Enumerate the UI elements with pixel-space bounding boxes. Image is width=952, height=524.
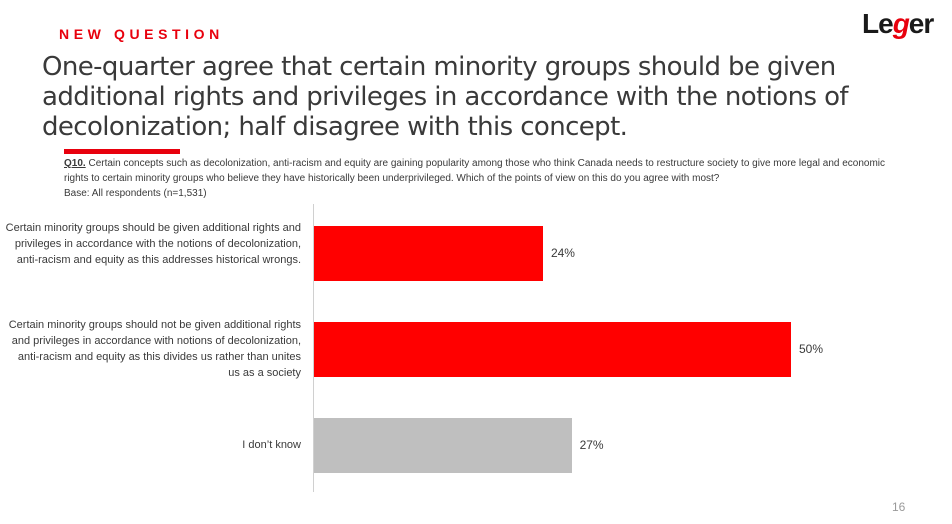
chart-axis-line (313, 204, 314, 492)
category-label-1: Certain minority groups should be given … (5, 222, 301, 266)
base-note: Base: All respondents (n=1,531) (64, 188, 207, 199)
value-label-dont-know: 27% (579, 438, 604, 452)
category-label-2: Certain minority groups should not be gi… (8, 319, 301, 379)
page-number: 16 (892, 500, 906, 514)
bar-agree (314, 226, 543, 281)
leger-logo: Leger (862, 8, 934, 39)
question-text: Certain concepts such as decolonization,… (64, 158, 886, 184)
category-label-3: I don’t know (242, 439, 301, 451)
value-label-disagree: 50% (799, 342, 824, 356)
question-block: Q10. Certain concepts such as decoloniza… (64, 156, 904, 201)
slide-headline: One-quarter agree that certain minority … (42, 52, 849, 142)
question-number: Q10. (64, 158, 86, 169)
bar-dont-know (314, 418, 572, 473)
value-label-agree: 24% (550, 246, 575, 260)
section-kicker: NEW QUESTION (59, 26, 224, 42)
bar-disagree (314, 322, 791, 377)
accent-divider (64, 149, 180, 154)
